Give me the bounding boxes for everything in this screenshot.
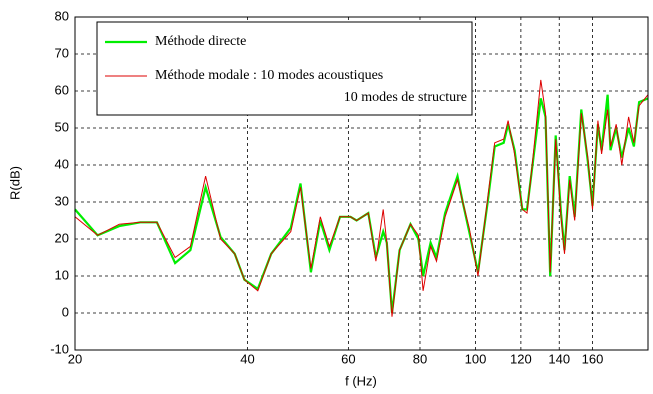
series-line	[74, 79, 649, 317]
x-tick-label: 120	[510, 351, 532, 366]
x-tick-label: 140	[548, 351, 570, 366]
plot-border	[74, 16, 649, 351]
x-tick-label: 100	[465, 351, 487, 366]
legend-box	[96, 21, 473, 116]
y-tick-label: 10	[55, 267, 69, 282]
legend-label: Méthode directe	[155, 34, 246, 49]
y-tick-label: 70	[55, 45, 69, 60]
y-axis-label: R(dB)	[7, 166, 22, 200]
y-tick-label: 0	[62, 304, 69, 319]
y-tick-label: 20	[55, 230, 69, 245]
x-tick-label: 60	[341, 351, 355, 366]
legend-label: Méthode modale : 10 modes acoustiques	[155, 68, 383, 83]
legend-label: 10 modes de structure	[344, 90, 467, 105]
y-tick-label: 30	[55, 193, 69, 208]
y-tick-label: -10	[50, 341, 69, 356]
x-tick-label: 40	[240, 351, 254, 366]
x-tick-label: 20	[68, 351, 82, 366]
y-tick-label: 40	[55, 156, 69, 171]
x-axis-label: f (Hz)	[345, 373, 377, 388]
y-tick-label: 80	[55, 8, 69, 23]
x-tick-label: 80	[413, 351, 427, 366]
y-tick-label: 60	[55, 82, 69, 97]
y-tick-label: 50	[55, 119, 69, 134]
x-tick-label: 160	[582, 351, 604, 366]
